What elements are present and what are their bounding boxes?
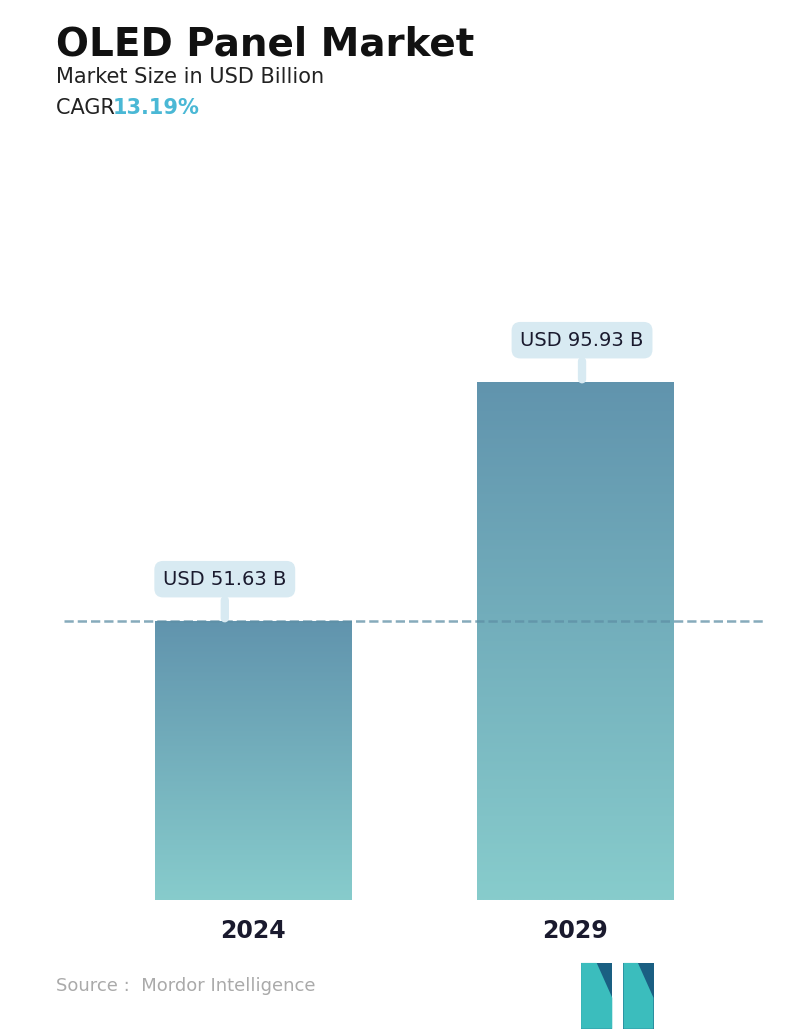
Text: OLED Panel Market: OLED Panel Market bbox=[56, 26, 474, 64]
Text: Market Size in USD Billion: Market Size in USD Billion bbox=[56, 67, 324, 87]
Text: USD 95.93 B: USD 95.93 B bbox=[521, 331, 644, 379]
Polygon shape bbox=[581, 963, 612, 1029]
Polygon shape bbox=[623, 963, 654, 1029]
Polygon shape bbox=[623, 963, 654, 1029]
Text: Source :  Mordor Intelligence: Source : Mordor Intelligence bbox=[56, 977, 315, 995]
Polygon shape bbox=[581, 963, 612, 1029]
Text: 13.19%: 13.19% bbox=[113, 98, 200, 118]
Text: CAGR: CAGR bbox=[56, 98, 128, 118]
Text: USD 51.63 B: USD 51.63 B bbox=[163, 570, 287, 618]
